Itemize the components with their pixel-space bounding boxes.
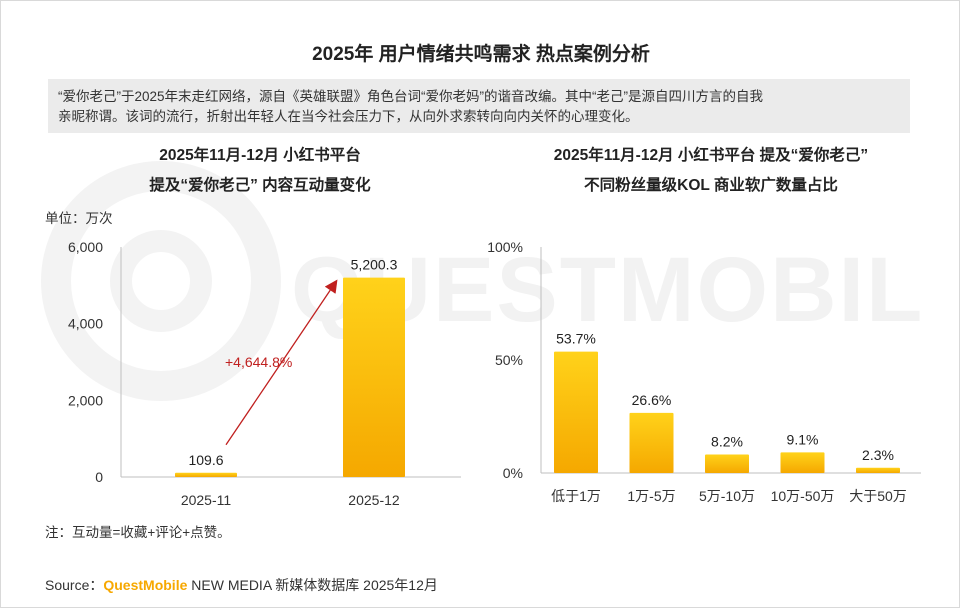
source-suffix: NEW MEDIA 新媒体数据库 2025年12月 <box>187 577 438 593</box>
bar <box>629 412 674 473</box>
x-category-label: 低于1万 <box>551 488 601 504</box>
x-category-label: 2025-12 <box>348 492 400 508</box>
bar <box>175 472 237 477</box>
x-category-label: 10万-50万 <box>771 488 835 504</box>
page-title: 2025年 用户情绪共鸣需求 热点案例分析 <box>312 44 650 65</box>
growth-label: +4,644.8% <box>225 354 292 370</box>
bar <box>780 452 825 473</box>
y-tick-label: 2,000 <box>68 392 103 408</box>
bar-value-label: 5,200.3 <box>351 257 398 273</box>
y-tick-label: 0 <box>95 469 103 485</box>
y-tick-label: 4,000 <box>68 316 103 332</box>
right-chart-title-line: 2025年11月-12月 小红书平台 提及“爱你老己” <box>553 147 869 164</box>
x-category-label: 2025-11 <box>181 492 232 508</box>
left-chart-title-line: 提及“爱你老己” 内容互动量变化 <box>149 177 371 194</box>
right-bar-chart: 0% 50% 100% 53.7% 低于1万 26.6% 1万-5万 8.2% 5万-10万 9.… <box>487 239 921 504</box>
intro-note: “爱你老己”于2025年末走红网络，源自《英雄联盟》角色台词“爱你老妈”的谐音改… <box>48 79 910 133</box>
bar-value-label: 26.6% <box>632 392 672 408</box>
source-brand: QuestMobile <box>103 577 188 593</box>
bar-value-label: 9.1% <box>787 431 819 447</box>
y-tick-label: 100% <box>487 239 523 255</box>
y-tick-label: 0% <box>503 465 523 481</box>
right-chart-title-line: 不同粉丝量级KOL 商业软广数量占比 <box>584 177 838 194</box>
x-category-label: 大于50万 <box>849 488 907 504</box>
right-chart-title: 2025年11月-12月 小红书平台 提及“爱你老己” 不同粉丝量级KOL 商业… <box>481 141 941 201</box>
intro-note-line: 亲昵称谓。该词的流行，折射出年轻人在当今社会压力下，从向外求索转向向内关怀的心理… <box>58 109 639 124</box>
growth-arrow-icon <box>225 279 338 446</box>
y-tick-label: 50% <box>495 352 523 368</box>
x-category-label: 5万-10万 <box>699 488 755 504</box>
bar-value-label: 2.3% <box>862 447 894 463</box>
bar <box>705 454 749 473</box>
bar <box>554 351 598 473</box>
y-tick-label: 6,000 <box>68 239 103 255</box>
bar <box>343 277 405 477</box>
left-chart-title-line: 2025年11月-12月 小红书平台 <box>159 147 361 164</box>
intro-note-line: “爱你老己”于2025年末走红网络，源自《英雄联盟》角色台词“爱你老妈”的谐音改… <box>58 89 764 104</box>
bar-value-label: 8.2% <box>711 433 743 449</box>
left-bar-chart: 0 2,000 4,000 6,000 109.6 2025-11 5,200.3 2025-… <box>68 239 461 508</box>
bar-value-label: 109.6 <box>188 452 223 468</box>
source-line: Source：QuestMobile NEW MEDIA 新媒体数据库 2025… <box>45 575 438 595</box>
x-category-label: 1万-5万 <box>627 488 675 504</box>
bar-value-label: 53.7% <box>556 331 596 347</box>
left-chart-unit: 单位：万次 <box>45 211 113 226</box>
left-chart-title: 2025年11月-12月 小红书平台 提及“爱你老己” 内容互动量变化 <box>45 141 475 201</box>
bar <box>856 467 900 473</box>
source-prefix: Source： <box>45 577 104 593</box>
left-chart-footnote: 注：互动量=收藏+评论+点赞。 <box>45 525 231 540</box>
